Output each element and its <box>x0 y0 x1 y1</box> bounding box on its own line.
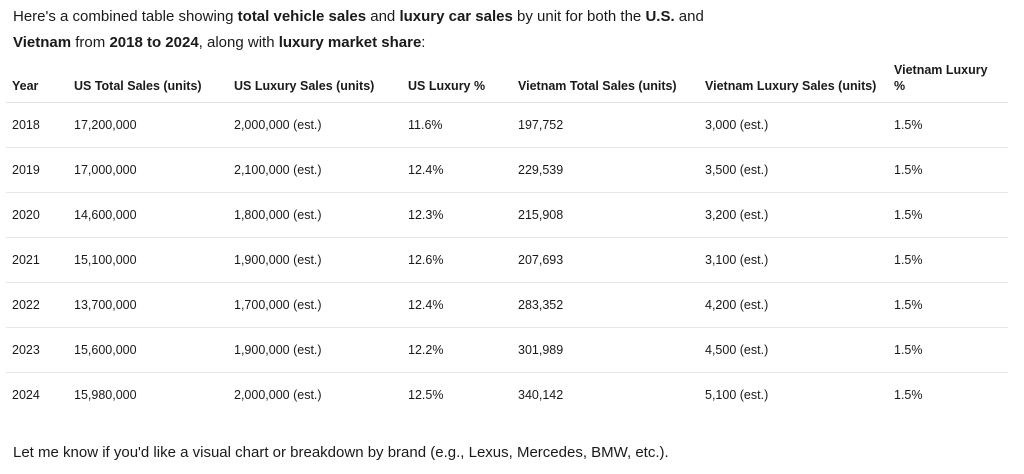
column-header-vietnam-total-sales: Vietnam Total Sales (units) <box>512 62 699 103</box>
cell-year: 2018 <box>6 102 68 148</box>
cell-us-luxury-pct: 12.2% <box>402 327 512 373</box>
cell-vietnam-luxury-sales: 3,500 (est.) <box>699 147 888 193</box>
table-header-row: Year US Total Sales (units) US Luxury Sa… <box>6 62 1008 103</box>
intro-paragraph: Here's a combined table showing total ve… <box>13 4 1003 56</box>
table-row: 2024 15,980,000 2,000,000 (est.) 12.5% 3… <box>6 373 1008 418</box>
cell-us-total-sales: 17,000,000 <box>68 147 228 193</box>
intro-text: from <box>71 34 110 51</box>
intro-bold-year-range: 2018 to 2024 <box>109 34 199 51</box>
cell-us-luxury-pct: 12.4% <box>402 147 512 193</box>
cell-vietnam-luxury-pct: 1.5% <box>888 192 1008 238</box>
cell-us-luxury-sales: 2,000,000 (est.) <box>228 102 402 148</box>
cell-us-luxury-sales: 2,100,000 (est.) <box>228 147 402 193</box>
table-row: 2023 15,600,000 1,900,000 (est.) 12.2% 3… <box>6 327 1008 373</box>
intro-text: and <box>366 8 400 25</box>
intro-text: and <box>674 8 704 25</box>
cell-vietnam-total-sales: 207,693 <box>512 237 699 283</box>
cell-vietnam-luxury-pct: 1.5% <box>888 147 1008 193</box>
intro-bold-luxury-car-sales: luxury car sales <box>399 8 513 25</box>
column-header-vietnam-luxury-pct: Vietnam Luxury % <box>888 62 1008 103</box>
intro-text: Here's a combined table showing <box>13 8 238 25</box>
cell-vietnam-luxury-sales: 4,200 (est.) <box>699 282 888 328</box>
intro-bold-us: U.S. <box>645 8 675 25</box>
cell-us-total-sales: 14,600,000 <box>68 192 228 238</box>
intro-text: by unit for both the <box>512 8 646 25</box>
cell-vietnam-luxury-pct: 1.5% <box>888 282 1008 328</box>
cell-vietnam-total-sales: 301,989 <box>512 327 699 373</box>
cell-us-total-sales: 15,100,000 <box>68 237 228 283</box>
cell-vietnam-luxury-sales: 3,000 (est.) <box>699 102 888 148</box>
intro-bold-total-vehicle-sales: total vehicle sales <box>237 8 367 25</box>
cell-year: 2024 <box>12 388 40 402</box>
column-header-us-total-sales: US Total Sales (units) <box>68 62 228 103</box>
cell-vietnam-total-sales: 283,352 <box>512 282 699 328</box>
cell-vietnam-luxury-sales: 5,100 (est.) <box>705 388 769 402</box>
cell-us-luxury-sales: 1,700,000 (est.) <box>228 282 402 328</box>
sales-table: Year US Total Sales (units) US Luxury Sa… <box>6 62 1008 417</box>
cell-vietnam-total-sales: 340,142 <box>518 388 564 402</box>
cell-vietnam-total-sales: 215,908 <box>512 192 699 238</box>
cell-year: 2023 <box>6 327 68 373</box>
table-row: 2019 17,000,000 2,100,000 (est.) 12.4% 2… <box>6 147 1008 193</box>
cell-vietnam-luxury-pct: 1.5% <box>888 327 1008 373</box>
table-row: 2022 13,700,000 1,700,000 (est.) 12.4% 2… <box>6 282 1008 328</box>
intro-bold-vietnam: Vietnam <box>13 34 72 51</box>
column-header-vietnam-luxury-sales: Vietnam Luxury Sales (units) <box>699 62 888 103</box>
cell-vietnam-luxury-pct: 1.5% <box>888 102 1008 148</box>
cell-us-luxury-pct: 12.5% <box>408 388 444 402</box>
cell-vietnam-total-sales: 197,752 <box>512 102 699 148</box>
cell-us-total-sales: 15,600,000 <box>68 327 228 373</box>
cell-us-luxury-pct: 11.6% <box>402 102 512 148</box>
intro-bold-luxury-market-share: luxury market share <box>278 34 422 51</box>
cell-vietnam-luxury-sales: 3,200 (est.) <box>699 192 888 238</box>
cell-us-luxury-sales: 1,900,000 (est.) <box>228 327 402 373</box>
table-row: 2021 15,100,000 1,900,000 (est.) 12.6% 2… <box>6 237 1008 283</box>
cell-vietnam-luxury-sales: 4,500 (est.) <box>699 327 888 373</box>
cell-us-luxury-sales: 1,900,000 (est.) <box>228 237 402 283</box>
cell-us-luxury-pct: 12.6% <box>402 237 512 283</box>
cell-us-luxury-sales: 2,000,000 (est.) <box>234 388 322 402</box>
column-header-us-luxury-pct: US Luxury % <box>402 62 512 103</box>
cell-vietnam-total-sales: 229,539 <box>512 147 699 193</box>
closing-message: Let me know if you'd like a visual chart… <box>13 444 669 461</box>
cell-us-total-sales: 17,200,000 <box>68 102 228 148</box>
cell-us-luxury-sales: 1,800,000 (est.) <box>228 192 402 238</box>
cell-year: 2021 <box>6 237 68 283</box>
cell-vietnam-luxury-sales: 3,100 (est.) <box>699 237 888 283</box>
column-header-year: Year <box>6 62 68 103</box>
cell-vietnam-luxury-pct: 1.5% <box>888 237 1008 283</box>
cell-year: 2019 <box>6 147 68 193</box>
cell-us-luxury-pct: 12.4% <box>402 282 512 328</box>
intro-text: , along with <box>198 34 279 51</box>
cell-us-total-sales: 15,980,000 <box>74 388 137 402</box>
table-row: 2018 17,200,000 2,000,000 (est.) 11.6% 1… <box>6 102 1008 148</box>
cell-vietnam-luxury-pct: 1.5% <box>894 388 923 402</box>
cell-us-total-sales: 13,700,000 <box>68 282 228 328</box>
table-row: 2020 14,600,000 1,800,000 (est.) 12.3% 2… <box>6 192 1008 238</box>
intro-text: : <box>421 34 426 51</box>
column-header-us-luxury-sales: US Luxury Sales (units) <box>228 62 402 103</box>
cell-us-luxury-pct: 12.3% <box>402 192 512 238</box>
cell-year: 2020 <box>6 192 68 238</box>
cell-year: 2022 <box>6 282 68 328</box>
